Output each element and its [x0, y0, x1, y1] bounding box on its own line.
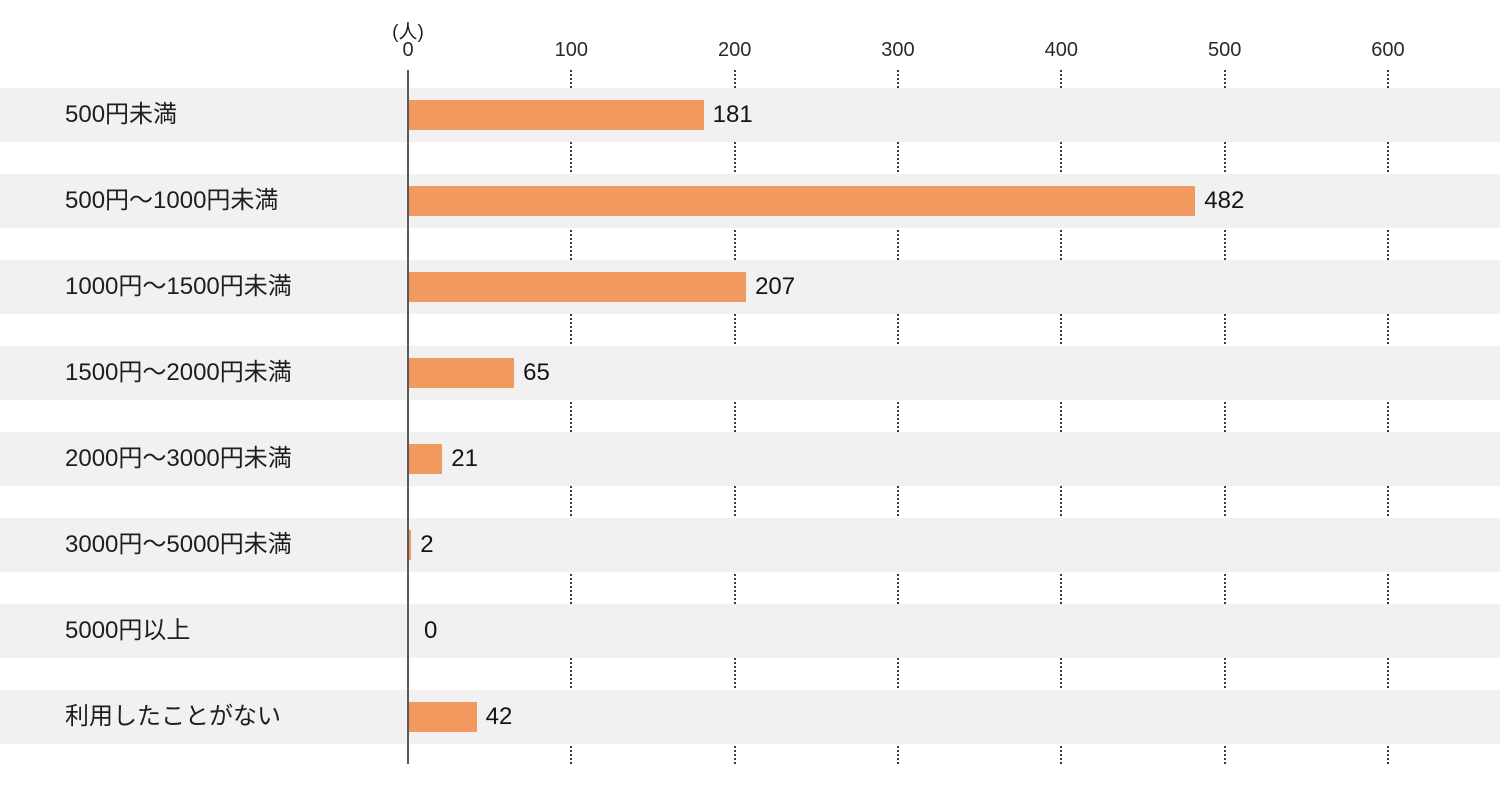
category-label: 1000円〜1500円未満: [65, 273, 292, 300]
gridline: [733, 70, 736, 764]
chart-row: 利用したことがない 42: [0, 690, 1500, 744]
category-label: 500円〜1000円未満: [65, 187, 279, 214]
category-label: 500円未満: [65, 101, 178, 128]
category-label: 2000円〜3000円未満: [65, 445, 292, 472]
bar: [408, 444, 443, 474]
bar: [408, 186, 1196, 216]
chart-row: 500円未満 181: [0, 88, 1500, 142]
chart-row: 5000円以上 0: [0, 604, 1500, 658]
y-axis-zero-line: [407, 70, 409, 764]
bar: [408, 530, 412, 560]
x-axis-tick-label: 100: [554, 39, 589, 61]
axis-unit-label: (人): [392, 22, 424, 43]
value-label: 2: [420, 531, 434, 558]
value-label: 65: [523, 359, 550, 386]
gridline: [570, 70, 573, 764]
bar: [408, 272, 747, 302]
gridline: [1060, 70, 1063, 764]
x-axis-tick-label: 600: [1371, 39, 1405, 61]
value-label: 181: [712, 101, 753, 128]
value-label: 0: [424, 617, 438, 644]
bar: [408, 358, 515, 388]
value-label: 207: [755, 273, 796, 300]
category-label: 1500円〜2000円未満: [65, 359, 292, 386]
x-axis-tick-label: 400: [1044, 39, 1078, 61]
bar: [408, 702, 477, 732]
chart-row: 500円〜1000円未満 482: [0, 174, 1500, 228]
gridline: [1386, 70, 1389, 764]
category-label: 5000円以上: [65, 617, 191, 644]
chart-row: 1500円〜2000円未満 65: [0, 346, 1500, 400]
x-axis-tick-label: 200: [717, 39, 752, 61]
gridline: [1223, 70, 1226, 764]
bar: [408, 100, 704, 130]
gridline: [896, 70, 899, 764]
chart-row: 2000円〜3000円未満 21: [0, 432, 1500, 486]
value-label: 42: [485, 703, 513, 730]
x-axis-tick-label: 0: [402, 39, 414, 61]
category-label: 利用したことがない: [65, 703, 281, 730]
x-axis-tick-label: 500: [1207, 39, 1242, 61]
category-label: 3000円〜5000円未満: [65, 531, 292, 558]
x-axis-tick-label: 300: [881, 39, 915, 61]
chart-row: 3000円〜5000円未満 2: [0, 518, 1500, 572]
chart-row: 1000円〜1500円未満 207: [0, 260, 1500, 314]
value-label: 21: [451, 445, 478, 472]
value-label: 482: [1204, 187, 1245, 214]
